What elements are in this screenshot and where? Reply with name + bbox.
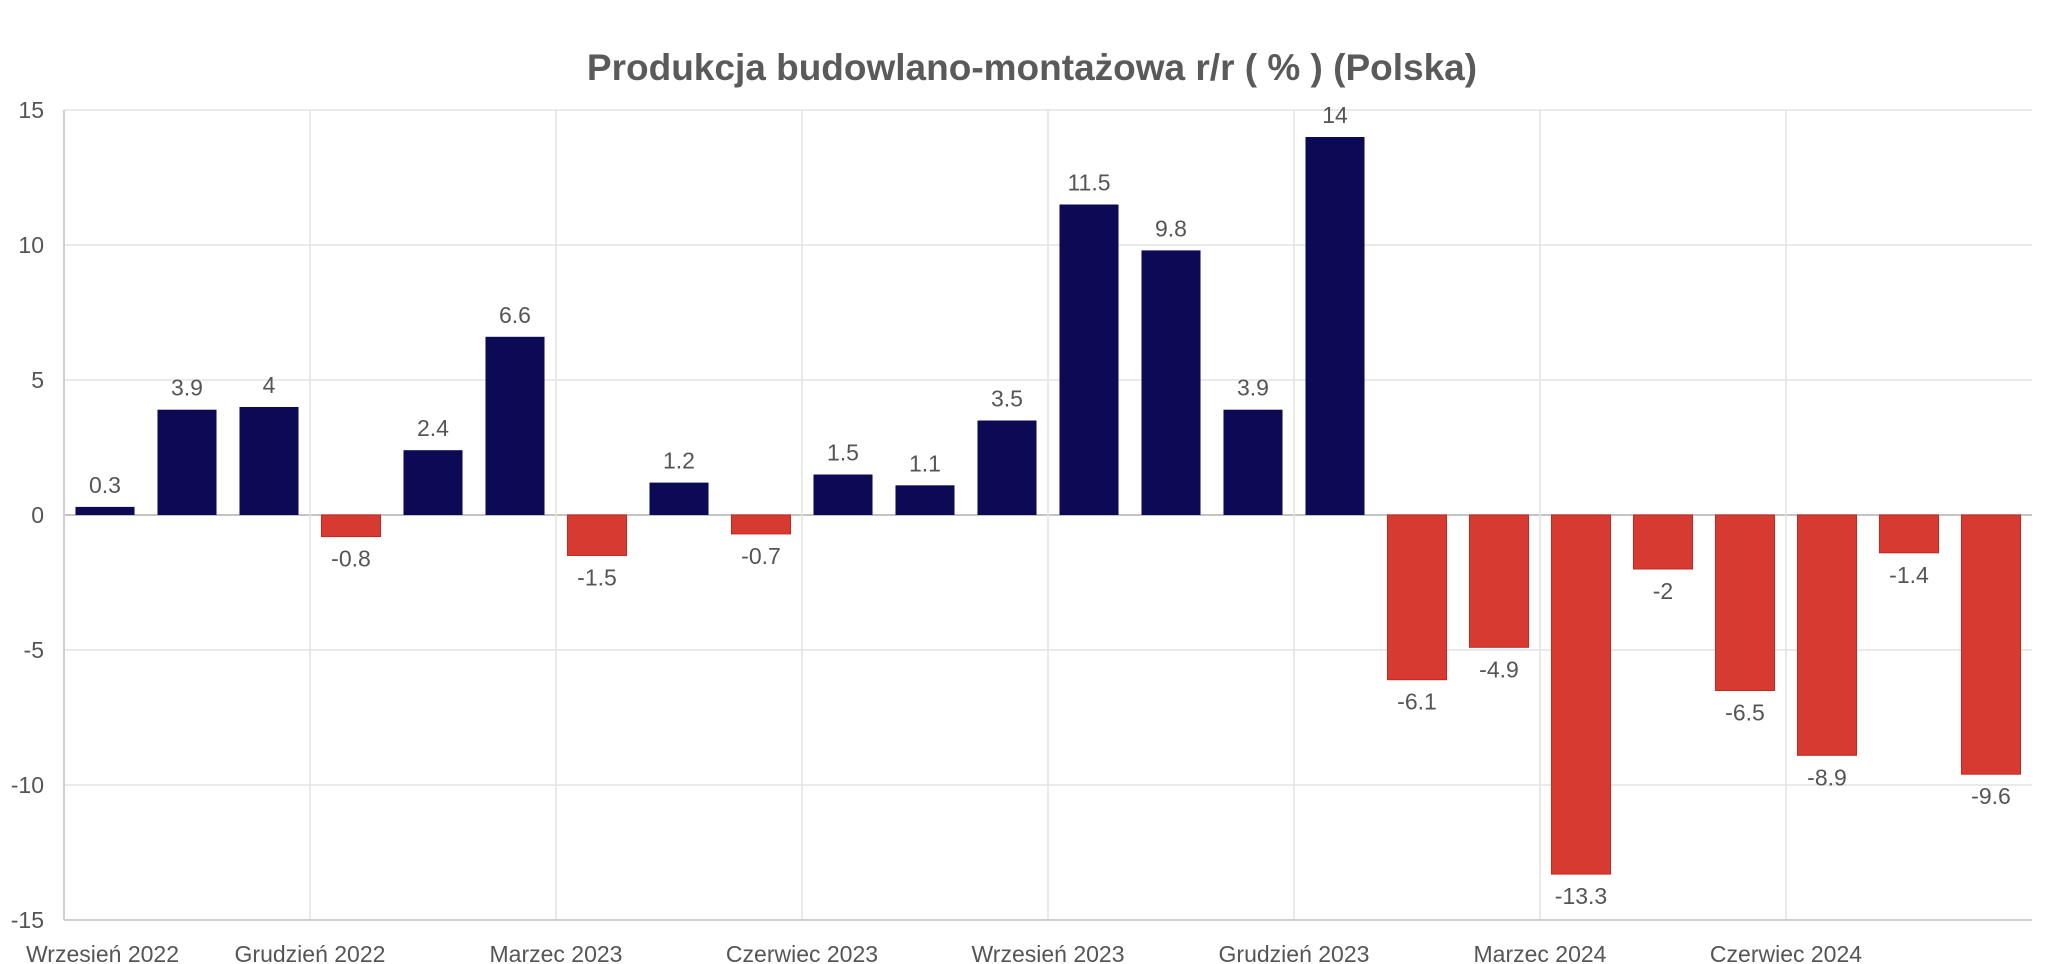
data-label: 1.5 [827, 440, 859, 466]
grid [63, 109, 2032, 921]
y-tick-label: 10 [18, 232, 44, 258]
data-label: 0.3 [89, 472, 121, 498]
x-tick-label: Czerwiec 2024 [1710, 941, 1862, 964]
y-tick-label: -15 [11, 907, 44, 933]
bar [1960, 514, 2022, 775]
bar [1059, 204, 1119, 515]
x-tick-label: Grudzień 2022 [235, 941, 386, 964]
data-label: -1.5 [577, 565, 617, 591]
x-tick-label: Czerwiec 2023 [726, 941, 878, 964]
data-label: 6.6 [499, 302, 531, 328]
y-tick-label: -10 [11, 772, 44, 798]
bar [1141, 250, 1201, 515]
data-label: 1.1 [909, 450, 941, 476]
bar [730, 514, 792, 535]
chart-title: Produkcja budowlano-montażowa r/r ( % ) … [587, 47, 1477, 88]
data-label: 3.9 [171, 375, 203, 401]
bar [895, 485, 955, 515]
y-tick-label: -5 [24, 637, 44, 663]
data-label: -6.1 [1397, 689, 1437, 715]
bar [485, 336, 545, 515]
bar [1468, 514, 1530, 648]
data-label: -13.3 [1555, 883, 1607, 909]
data-label: 4 [263, 372, 276, 398]
data-label: 14 [1322, 102, 1348, 128]
data-label: -9.6 [1971, 783, 2011, 809]
bar [1878, 514, 1940, 554]
bar [320, 514, 382, 538]
bar [403, 450, 463, 515]
data-label: 9.8 [1155, 215, 1187, 241]
bar [649, 482, 709, 515]
data-label: 3.9 [1237, 375, 1269, 401]
data-label: 11.5 [1067, 170, 1110, 196]
x-tick-label: Marzec 2024 [1474, 941, 1607, 964]
y-tick-label: 5 [31, 367, 44, 393]
bar [977, 420, 1037, 515]
bar [813, 474, 873, 515]
data-label: 1.2 [663, 448, 695, 474]
x-tick-label: Wrzesień 2022 [26, 941, 179, 964]
bar [1305, 137, 1365, 515]
data-label: -0.8 [331, 546, 371, 572]
data-label: -6.5 [1725, 700, 1765, 726]
x-tick-label: Wrzesień 2023 [972, 941, 1125, 964]
x-tick-label: Grudzień 2023 [1219, 941, 1370, 964]
data-label: -4.9 [1479, 656, 1519, 682]
bar [75, 506, 135, 515]
x-tick-label: Marzec 2023 [490, 941, 623, 964]
data-label: 3.5 [991, 386, 1023, 412]
bar [1223, 409, 1283, 515]
bar [157, 409, 217, 515]
data-label: -1.4 [1889, 562, 1929, 588]
data-label: -8.9 [1807, 764, 1847, 790]
bar [1550, 514, 1612, 875]
bar [239, 407, 299, 515]
data-label: 2.4 [417, 415, 449, 441]
axes: 15 10 5 0 -5 -10 -15 Wrzesień 2022 Grudzień 2022… [11, 97, 2032, 964]
y-tick-label: 0 [31, 502, 44, 528]
data-labels: 0.3 3.9 4 -0.8 2.4 6.6 -1.5 1.2 -0.7 1.5 1.1 3.5 11.… [89, 102, 2011, 909]
bar [566, 514, 628, 556]
y-tick-label: 15 [18, 97, 44, 123]
data-label: -2 [1653, 578, 1673, 604]
bar [1632, 514, 1694, 570]
bars [75, 137, 2022, 875]
data-label: -0.7 [741, 543, 781, 569]
bar [1714, 514, 1776, 691]
bar [1386, 514, 1448, 681]
bar [1796, 514, 1858, 756]
